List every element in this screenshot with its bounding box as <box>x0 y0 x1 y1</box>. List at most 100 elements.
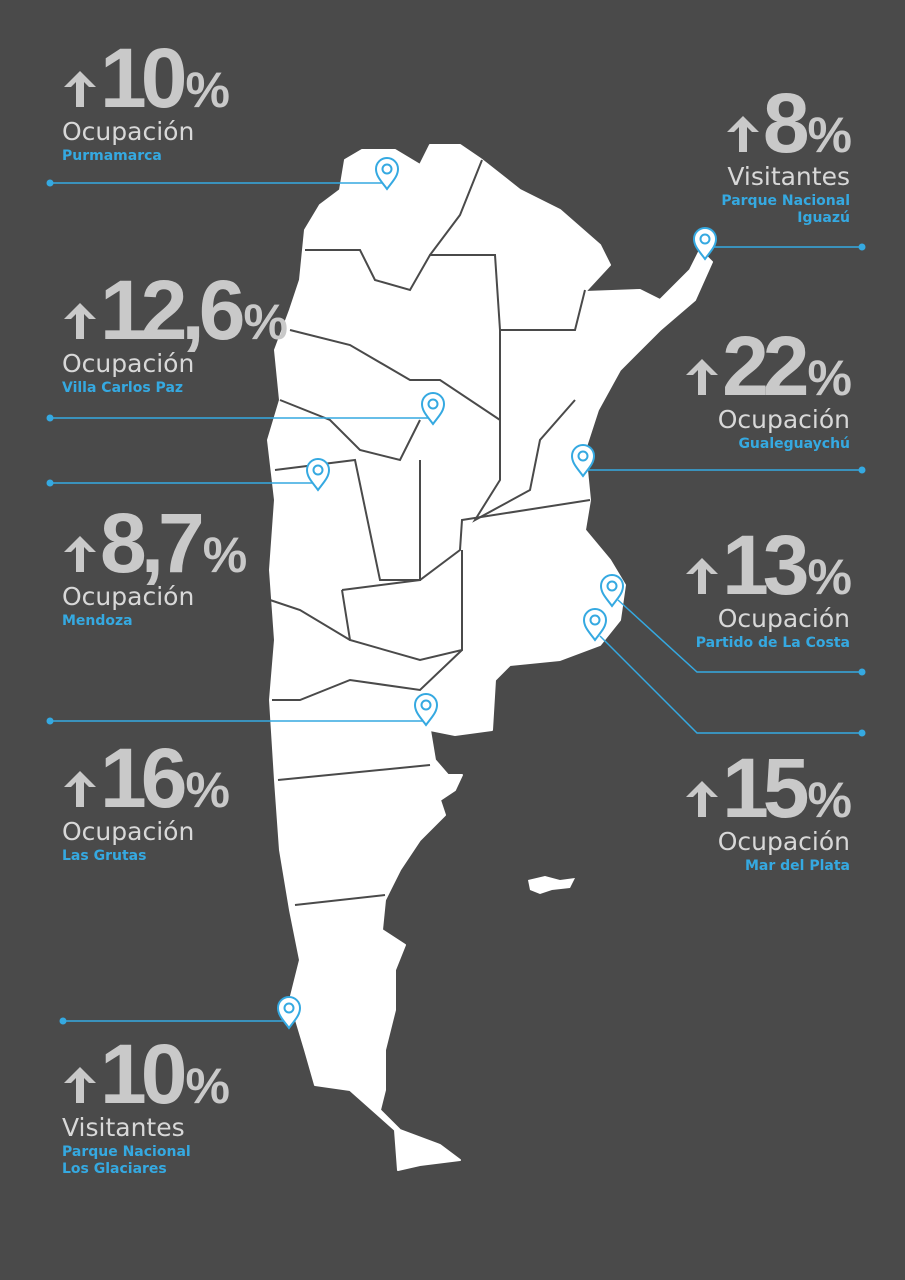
place-line: Parque Nacional <box>721 193 850 209</box>
metric-label: Ocupación <box>717 405 850 434</box>
change-unit: % <box>185 1058 229 1114</box>
stat-change: 8,7% <box>62 501 362 585</box>
stat-change: 12,6% <box>62 268 362 352</box>
place-line: Gualeguaychú <box>738 436 850 452</box>
place-name: Mendoza <box>62 613 362 630</box>
change-unit: % <box>243 294 288 350</box>
metric-label: Visitantes <box>62 1113 185 1142</box>
up-arrow <box>64 303 96 339</box>
change-number: 8,7 <box>100 496 205 590</box>
place-line: Mar del Plata <box>745 858 850 874</box>
stat-block: 16% Ocupación Las Grutas <box>62 736 362 865</box>
pin-center <box>699 233 711 245</box>
change-number: 10 <box>100 31 187 125</box>
islands <box>528 876 575 894</box>
arrow-shape <box>726 116 759 152</box>
place-name: Purmamarca <box>62 148 362 165</box>
change-number: 22 <box>722 319 809 413</box>
change-unit: % <box>807 549 852 605</box>
stat-change: 10% <box>62 36 362 120</box>
metric-label: Ocupación <box>62 117 195 146</box>
arrow-shape <box>64 771 96 807</box>
place-line: Villa Carlos Paz <box>62 380 184 396</box>
change-unit: % <box>807 107 852 163</box>
pin-center <box>606 580 618 592</box>
stat-change: 16% <box>62 736 362 820</box>
stat-block: 10% Visitantes Parque Nacional Los Glaciare… <box>62 1032 362 1178</box>
stat-change: 10% <box>62 1032 362 1116</box>
pin-center <box>312 464 324 476</box>
line-dot <box>59 1017 67 1025</box>
place-line: Parque Nacional <box>62 1144 191 1160</box>
up-arrow <box>686 558 719 594</box>
place-name: Villa Carlos Paz <box>62 380 362 397</box>
place-line: Iguazú <box>797 210 850 226</box>
pin-center <box>589 614 601 626</box>
stat-block: 22% Ocupación Gualeguaychú <box>550 324 852 453</box>
arrow-shape <box>64 303 96 339</box>
change-unit: % <box>807 772 852 828</box>
metric-label: Ocupación <box>62 817 195 846</box>
line-dot <box>46 717 54 725</box>
arrow-shape <box>686 359 719 395</box>
line-dot <box>858 466 866 474</box>
stat-change: 22% <box>550 324 852 408</box>
metric-label: Ocupación <box>62 349 195 378</box>
metric-label: Visitantes <box>727 162 850 191</box>
stat-change: 13% <box>550 523 852 607</box>
up-arrow <box>64 1067 96 1103</box>
change-number: 16 <box>100 731 187 825</box>
change-number: 8 <box>762 76 810 170</box>
stat-block: 10% Ocupación Purmamarca <box>62 36 362 165</box>
line-dot <box>858 668 866 676</box>
place-name: Parque Nacional Los Glaciares <box>62 1144 362 1178</box>
stat-block: 12,6% Ocupación Villa Carlos Paz <box>62 268 362 397</box>
change-number: 13 <box>722 518 809 612</box>
place-line: Las Grutas <box>62 848 147 864</box>
place-line: Los Glaciares <box>62 1161 167 1177</box>
arrow-shape <box>686 781 719 817</box>
stat-block: 8% Visitantes Parque Nacional Iguazú <box>550 81 852 227</box>
place-name: Las Grutas <box>62 848 362 865</box>
line-dot <box>46 479 54 487</box>
line-dot <box>858 729 866 737</box>
arrow-shape <box>64 536 96 572</box>
stat-block: 8,7% Ocupación Mendoza <box>62 501 362 630</box>
place-line: Purmamarca <box>62 148 162 164</box>
up-arrow <box>686 359 719 395</box>
change-unit: % <box>807 350 852 406</box>
change-number: 15 <box>722 741 809 835</box>
change-number: 12,6 <box>100 263 245 357</box>
up-arrow <box>726 116 759 152</box>
pin-center <box>283 1002 295 1014</box>
place-name: Partido de La Costa <box>550 635 850 652</box>
stat-block: 15% Ocupación Mar del Plata <box>550 746 852 875</box>
stat-change: 8% <box>550 81 852 165</box>
metric-label: Ocupación <box>62 582 195 611</box>
pin-center <box>427 398 439 410</box>
place-name: Gualeguaychú <box>550 436 850 453</box>
change-unit: % <box>185 62 229 118</box>
place-name: Mar del Plata <box>550 858 850 875</box>
up-arrow <box>64 71 96 107</box>
place-line: Mendoza <box>62 613 133 629</box>
metric-label: Ocupación <box>717 604 850 633</box>
line-dot <box>858 243 866 251</box>
pin-center <box>577 450 589 462</box>
pin-center <box>420 699 432 711</box>
line-dot <box>46 414 54 422</box>
up-arrow <box>686 781 719 817</box>
up-arrow <box>64 536 96 572</box>
up-arrow <box>64 771 96 807</box>
change-unit: % <box>202 527 247 583</box>
pin-center <box>381 163 393 175</box>
place-name: Parque Nacional Iguazú <box>550 193 850 227</box>
change-unit: % <box>185 762 229 818</box>
stat-change: 15% <box>550 746 852 830</box>
arrow-shape <box>686 558 719 594</box>
line-dot <box>46 179 54 187</box>
province-borders <box>269 159 591 906</box>
country-shape <box>267 144 713 1171</box>
